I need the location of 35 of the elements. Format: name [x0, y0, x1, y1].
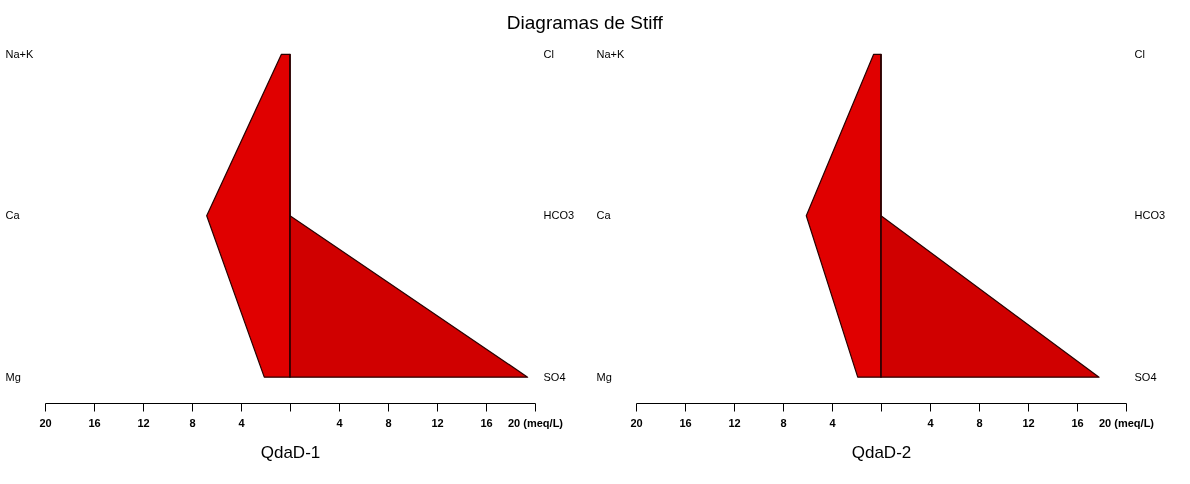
x-axis-title: QdaD-1	[260, 442, 321, 462]
text: Diagramas de Stiff	[506, 12, 664, 33]
x-tick-label: 4	[927, 416, 935, 429]
x-tick-label: 16	[480, 416, 493, 429]
x-tick-label: 20 (meq/L)	[1098, 416, 1155, 429]
x-tick-label: 12	[728, 416, 741, 429]
x-tick-label: 12	[1022, 416, 1035, 429]
x-tick-label: 12	[431, 416, 444, 429]
x-tick-label: 12	[137, 416, 150, 429]
y2-tick-label: Cl	[543, 47, 554, 60]
x-tick-label: 16	[679, 416, 692, 429]
x-tick-label: 4	[238, 416, 246, 429]
y-tick-label: Mg	[5, 370, 21, 383]
x-tick-label: 8	[976, 416, 983, 429]
y-tick-label: Ca	[596, 209, 612, 222]
x-axis-title: QdaD-2	[851, 442, 912, 462]
y-tick-label: Ca	[5, 209, 21, 222]
y2-tick-label: HCO3	[1134, 209, 1166, 222]
y-tick-label: Na+K	[596, 47, 625, 60]
x-tick-label: 20	[39, 416, 52, 429]
x-tick-label: 20	[630, 416, 643, 429]
x-tick-label: 4	[336, 416, 344, 429]
x-tick-label: 4	[829, 416, 837, 429]
y2-tick-label: SO4	[1134, 370, 1157, 383]
x-tick-label: 8	[385, 416, 392, 429]
y2-tick-label: HCO3	[543, 209, 575, 222]
y-tick-label: Na+K	[5, 47, 34, 60]
x-tick-label: 8	[189, 416, 196, 429]
x-tick-label: 20 (meq/L)	[507, 416, 564, 429]
y2-tick-label: SO4	[543, 370, 566, 383]
y-tick-label: Mg	[596, 370, 612, 383]
x-tick-label: 16	[88, 416, 101, 429]
x-tick-label: 8	[780, 416, 787, 429]
x-tick-label: 16	[1071, 416, 1084, 429]
y2-tick-label: Cl	[1134, 47, 1145, 60]
